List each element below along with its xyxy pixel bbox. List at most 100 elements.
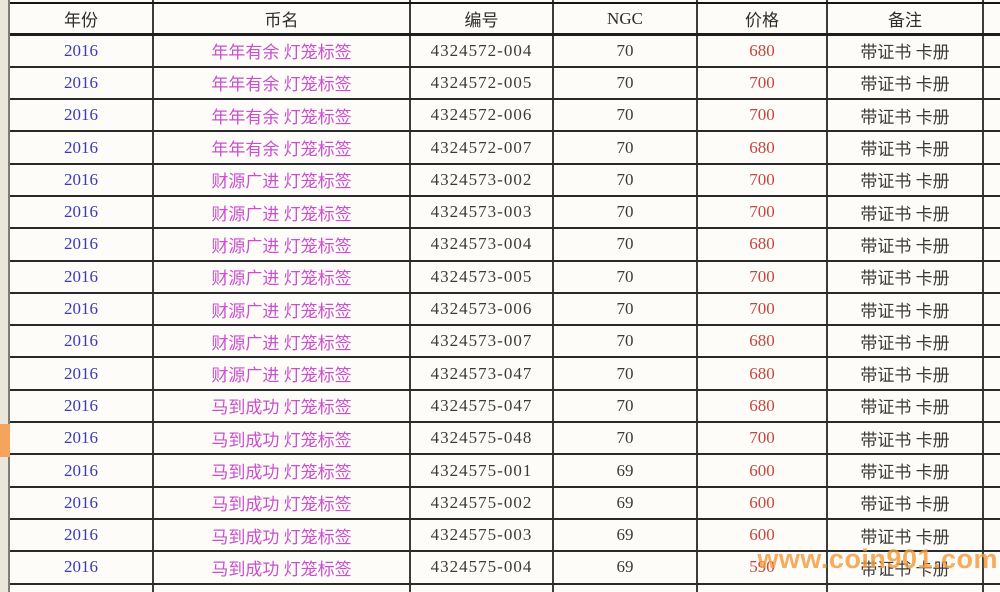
cell-extra[interactable] <box>982 357 1000 391</box>
cell-coin-name[interactable]: 财源广进 灯笼标签 <box>152 357 410 391</box>
cell-number[interactable]: 4324572-007 <box>409 131 553 165</box>
cell-extra[interactable] <box>982 389 1000 424</box>
cell-year[interactable]: 2016 <box>10 389 153 424</box>
cell-coin-name[interactable]: 马到成功 灯笼标签 <box>152 389 410 424</box>
header-coin-name[interactable]: 币名 <box>152 3 410 36</box>
cell-note[interactable]: 带证书 卡册 <box>826 66 983 101</box>
cell-ngc-grade[interactable]: 70 <box>552 389 697 424</box>
cell-year[interactable]: 2016 <box>10 357 153 391</box>
cell-year[interactable]: 2016 <box>10 99 153 133</box>
cell-price[interactable]: 680 <box>696 131 827 165</box>
cell-price[interactable]: 590 <box>696 551 827 585</box>
cell-extra[interactable] <box>982 228 1000 262</box>
cell-ngc-grade[interactable]: 70 <box>552 325 697 359</box>
cell-price[interactable]: 680 <box>696 228 827 262</box>
cell-extra[interactable] <box>982 454 1000 488</box>
cell-number[interactable]: 4324572-004 <box>409 34 553 68</box>
cell-note[interactable]: 带证书 卡册 <box>826 260 983 294</box>
cell-note[interactable]: 带证书 卡册 <box>826 292 983 327</box>
cell-year[interactable]: 2016 <box>10 454 153 488</box>
cell-extra[interactable] <box>982 99 1000 133</box>
cell-note[interactable]: 带证书 卡册 <box>826 486 983 520</box>
cell-ngc-grade[interactable]: 69 <box>552 551 697 585</box>
cell-note[interactable]: 带证书 卡册 <box>826 34 983 68</box>
cell-ngc-grade[interactable]: 70 <box>552 260 697 294</box>
cell-number[interactable]: 4324573-002 <box>409 163 553 197</box>
cell-note[interactable]: 带证书 卡册 <box>826 195 983 230</box>
cell-number[interactable]: 4324575-004 <box>409 551 553 585</box>
cell-price[interactable]: 680 <box>696 357 827 391</box>
cell-number[interactable]: 4324573-006 <box>409 292 553 327</box>
cell-price[interactable]: 680 <box>696 34 827 68</box>
cell-note[interactable]: 带证书 卡册 <box>826 389 983 424</box>
cell-year[interactable]: 2016 <box>10 228 153 262</box>
cell-ngc-grade[interactable]: 70 <box>552 131 697 165</box>
cell-number[interactable]: 4324575-048 <box>409 422 553 456</box>
cell-price[interactable]: 700 <box>696 163 827 197</box>
cell-year[interactable]: 2016 <box>10 34 153 68</box>
cell-extra[interactable] <box>982 195 1000 230</box>
cell-price[interactable]: 700 <box>696 99 827 133</box>
cell-ngc-grade[interactable]: 70 <box>552 357 697 391</box>
cell-price[interactable]: 700 <box>696 66 827 101</box>
cell-extra[interactable] <box>982 422 1000 456</box>
cell-ngc-grade[interactable]: 70 <box>552 34 697 68</box>
cell-extra[interactable] <box>982 131 1000 165</box>
cell-number[interactable]: 4324575-002 <box>409 486 553 520</box>
cell-extra[interactable] <box>982 163 1000 197</box>
cell-extra[interactable] <box>982 292 1000 327</box>
cell-price[interactable]: 680 <box>696 325 827 359</box>
cell-note[interactable]: 带证书 卡册 <box>826 518 983 553</box>
cell-year[interactable]: 2016 <box>10 325 153 359</box>
cell-coin-name[interactable]: 马到成功 灯笼标签 <box>152 551 410 585</box>
cell-number[interactable]: 4324573-004 <box>409 228 553 262</box>
cell-extra[interactable] <box>982 518 1000 553</box>
cell-year[interactable]: 2016 <box>10 486 153 520</box>
cell-ngc-grade[interactable]: 70 <box>552 66 697 101</box>
header-number[interactable]: 编号 <box>409 3 553 36</box>
cell-number[interactable]: 4324575-047 <box>409 389 553 424</box>
cell-price[interactable]: 700 <box>696 422 827 456</box>
cell-coin-name[interactable]: 财源广进 灯笼标签 <box>152 228 410 262</box>
cell-coin-name[interactable]: 年年有余 灯笼标签 <box>152 99 410 133</box>
cell-ngc-grade[interactable]: 69 <box>552 454 697 488</box>
cell-year[interactable]: 2016 <box>10 131 153 165</box>
cell-ngc-grade[interactable]: 70 <box>552 195 697 230</box>
cell-price[interactable]: 600 <box>696 486 827 520</box>
cell-ngc-grade[interactable]: 69 <box>552 518 697 553</box>
cell-price[interactable]: 600 <box>696 518 827 553</box>
header-extra[interactable] <box>982 3 1000 36</box>
cell-coin-name[interactable]: 马到成功 灯笼标签 <box>152 422 410 456</box>
cell-note[interactable]: 带证书 卡册 <box>826 228 983 262</box>
cell-price[interactable]: 700 <box>696 260 827 294</box>
cell-year[interactable]: 2016 <box>10 292 153 327</box>
cell-year[interactable]: 2016 <box>10 66 153 101</box>
cell-coin-name[interactable]: 年年有余 灯笼标签 <box>152 66 410 101</box>
cell-ngc-grade[interactable]: 70 <box>552 163 697 197</box>
cell-note[interactable]: 带证书 卡册 <box>826 454 983 488</box>
cell-note[interactable]: 带证书 卡册 <box>826 131 983 165</box>
cell-coin-name[interactable]: 财源广进 灯笼标签 <box>152 163 410 197</box>
cell-extra[interactable] <box>982 551 1000 585</box>
cell-coin-name[interactable]: 马到成功 灯笼标签 <box>152 454 410 488</box>
cell-number[interactable]: 4324572-006 <box>409 99 553 133</box>
cell-coin-name[interactable]: 财源广进 灯笼标签 <box>152 195 410 230</box>
header-year[interactable]: 年份 <box>10 3 153 36</box>
cell-extra[interactable] <box>982 66 1000 101</box>
cell-coin-name[interactable]: 年年有余 灯笼标签 <box>152 34 410 68</box>
cell-year[interactable]: 2016 <box>10 195 153 230</box>
cell-number[interactable]: 4324573-003 <box>409 195 553 230</box>
cell-extra[interactable] <box>982 486 1000 520</box>
cell-year[interactable]: 2016 <box>10 518 153 553</box>
header-note[interactable]: 备注 <box>826 3 983 36</box>
cell-coin-name[interactable]: 年年有余 灯笼标签 <box>152 131 410 165</box>
cell-coin-name[interactable]: 财源广进 灯笼标签 <box>152 292 410 327</box>
cell-number[interactable]: 4324573-005 <box>409 260 553 294</box>
cell-note[interactable]: 带证书 卡册 <box>826 422 983 456</box>
cell-coin-name[interactable]: 财源广进 灯笼标签 <box>152 325 410 359</box>
cell-ngc-grade[interactable]: 70 <box>552 228 697 262</box>
cell-note[interactable]: 带证书 卡册 <box>826 163 983 197</box>
cell-coin-name[interactable]: 马到成功 灯笼标签 <box>152 518 410 553</box>
cell-year[interactable]: 2016 <box>10 260 153 294</box>
cell-year[interactable]: 2016 <box>10 163 153 197</box>
